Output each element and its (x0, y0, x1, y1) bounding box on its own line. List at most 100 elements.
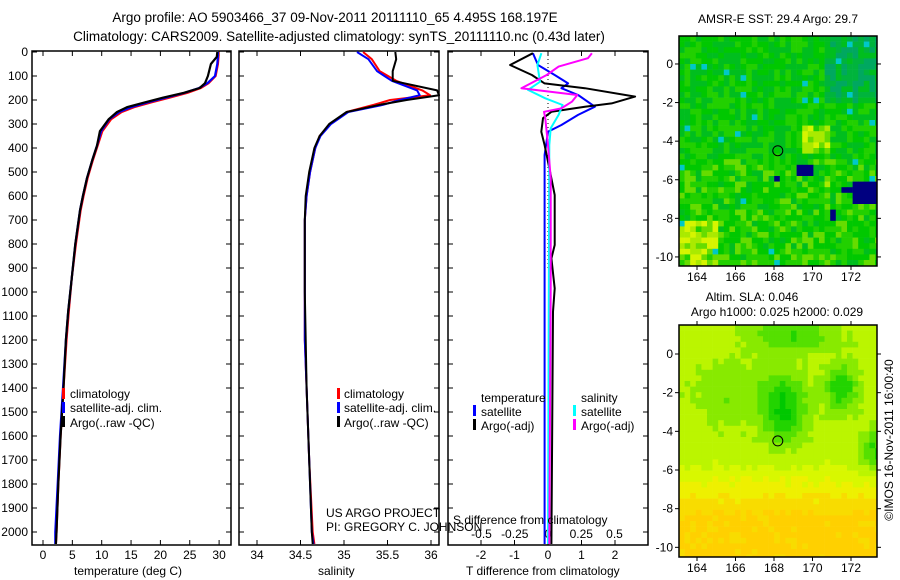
map-cell (763, 442, 769, 449)
map-cell (679, 92, 685, 98)
map-cell (847, 226, 853, 233)
map-cell (875, 442, 878, 449)
map-cell (679, 204, 685, 210)
map-cell (746, 509, 753, 516)
map-cell (813, 453, 820, 460)
map-cell (723, 459, 730, 466)
map-cell (791, 543, 797, 550)
map-cell (684, 403, 691, 410)
map-cell (875, 226, 878, 233)
map-cell (735, 353, 741, 359)
map-cell (779, 232, 786, 238)
map-cell (712, 58, 719, 65)
map-cell (830, 80, 837, 87)
map-cell (735, 504, 741, 511)
map-cell (684, 204, 691, 210)
map-cell (819, 131, 825, 138)
map-cell (785, 170, 792, 177)
map-cell (824, 381, 831, 387)
map-cell (785, 187, 792, 194)
map-cell (690, 509, 697, 516)
map-cell (869, 425, 876, 432)
map-cell (729, 437, 736, 443)
map-cell (802, 170, 809, 177)
map-cell (712, 509, 719, 516)
map-cell (819, 103, 825, 110)
map-cell (796, 448, 803, 455)
map-cell (830, 442, 837, 449)
map-cell (835, 192, 842, 199)
map-cell (746, 537, 753, 544)
map-cell (869, 353, 876, 359)
map-cell (746, 336, 753, 343)
map-cell (830, 237, 837, 244)
map-cell (858, 397, 865, 404)
map-cell (863, 448, 870, 455)
map-cell (785, 487, 792, 494)
map-cell (768, 381, 775, 387)
map-cell (796, 164, 803, 171)
lon-tick-label: 172 (841, 270, 861, 284)
map-cell (707, 504, 713, 511)
map-cell (785, 58, 792, 65)
map-cell (768, 69, 775, 76)
map-cell (746, 381, 753, 387)
map-cell (729, 330, 736, 337)
map-cell (824, 459, 831, 466)
map-cell (824, 58, 831, 65)
map-cell (824, 554, 831, 558)
map-cell (701, 108, 708, 115)
x-tick-label: 1 (578, 548, 585, 562)
map-cell (695, 187, 702, 194)
map-cell (690, 215, 697, 222)
map-cell (712, 392, 719, 399)
map-cell (869, 420, 876, 427)
map-cell (735, 209, 741, 216)
map-cell (858, 47, 865, 54)
map-cell (807, 353, 814, 359)
map-cell (679, 97, 685, 104)
map-cell (746, 414, 753, 421)
map-cell (852, 431, 859, 438)
map-cell (858, 509, 865, 516)
map-cell (695, 181, 702, 188)
map-cell (774, 481, 781, 488)
map-cell (847, 431, 853, 438)
map-cell (751, 131, 758, 138)
map-cell (785, 364, 792, 371)
map-cell (751, 232, 758, 238)
map-cell (779, 554, 786, 558)
map-cell (735, 341, 741, 348)
map-cell (690, 198, 697, 205)
depth-tick-label: 1600 (1, 429, 28, 443)
map-cell (774, 476, 781, 483)
map-cell (774, 453, 781, 460)
map-cell (723, 41, 730, 48)
map-cell (695, 103, 702, 110)
map-cell (757, 243, 764, 250)
map-cell (718, 237, 725, 244)
map-cell (785, 198, 792, 205)
map-cell (763, 64, 769, 70)
map-cell (819, 425, 825, 432)
map-cell (802, 431, 809, 438)
map-cell (791, 204, 797, 210)
map-cell (729, 509, 736, 516)
map-cell (791, 41, 797, 48)
difference-panel: -2 -1 0 1 2-0.5 -0.25 0 0.25 0.5 (447, 50, 649, 562)
map-cell (701, 498, 708, 505)
map-cell (763, 97, 769, 104)
map-cell (852, 64, 859, 70)
map-cell (858, 92, 865, 98)
map-cell (813, 75, 820, 82)
map-cell (824, 493, 831, 499)
map-cell (819, 148, 825, 154)
map-cell (807, 476, 814, 483)
map-cell (746, 543, 753, 550)
map-cell (690, 498, 697, 505)
map-cell (690, 470, 697, 477)
map-cell (763, 164, 769, 171)
map-cell (835, 170, 842, 177)
map-cell (723, 164, 730, 171)
map-cell (779, 336, 786, 343)
